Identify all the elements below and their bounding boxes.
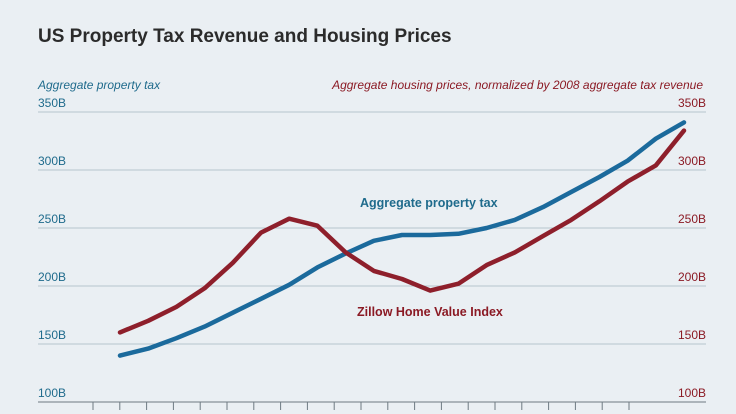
right-tick-label: 300B: [678, 154, 706, 168]
x-axis: [38, 401, 706, 410]
right-axis-label: Aggregate housing prices, normalized by …: [332, 78, 703, 92]
right-tick-label: 200B: [678, 270, 706, 284]
left-tick-label: 100B: [38, 386, 66, 400]
series-line-zillow: [117, 128, 687, 335]
series-label-property-tax: Aggregate property tax: [360, 196, 498, 210]
left-tick-label: 350B: [38, 96, 66, 110]
right-tick-label: 250B: [678, 212, 706, 226]
right-axis-ticks: 100B 150B 200B 250B 300B 350B: [678, 96, 706, 400]
right-tick-label: 350B: [678, 96, 706, 110]
right-tick-label: 100B: [678, 386, 706, 400]
chart-title: US Property Tax Revenue and Housing Pric…: [38, 26, 452, 47]
left-tick-label: 300B: [38, 154, 66, 168]
series-label-zillow: Zillow Home Value Index: [357, 305, 503, 319]
left-axis-ticks: 100B 150B 200B 250B 300B 350B: [38, 96, 66, 400]
left-tick-label: 150B: [38, 328, 66, 342]
left-tick-label: 200B: [38, 270, 66, 284]
right-tick-label: 150B: [678, 328, 706, 342]
left-tick-label: 250B: [38, 212, 66, 226]
gridlines: [38, 111, 706, 345]
left-axis-label: Aggregate property tax: [38, 78, 161, 92]
series-line-property-tax: [117, 120, 687, 358]
